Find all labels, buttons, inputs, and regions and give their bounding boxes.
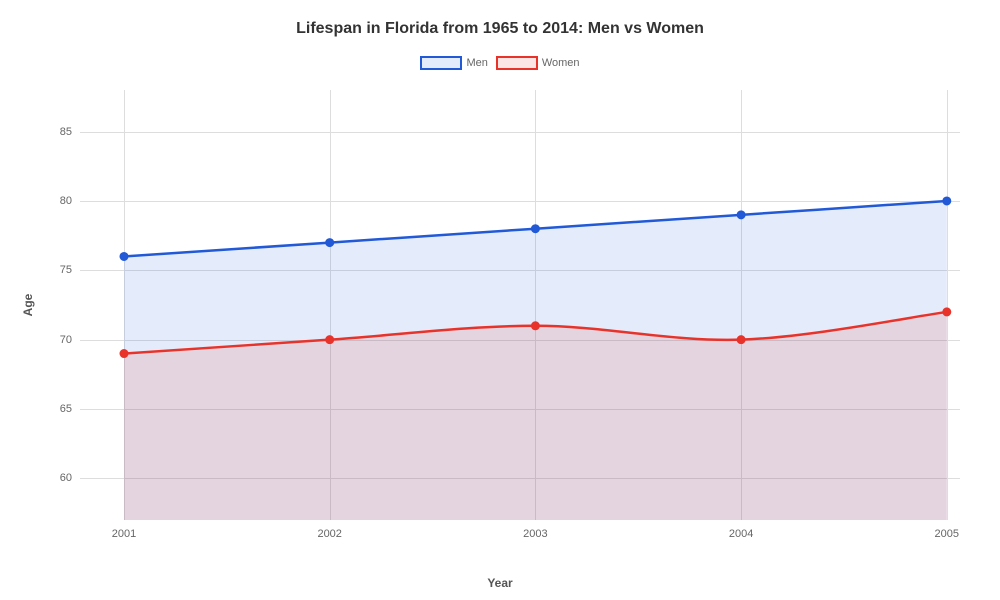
marker xyxy=(120,252,128,260)
ytick-0: 60 xyxy=(60,472,80,484)
marker xyxy=(326,239,334,247)
marker xyxy=(531,322,539,330)
legend-swatch-women xyxy=(496,56,538,70)
y-axis-label: Age xyxy=(21,294,35,317)
ytick-3: 75 xyxy=(60,264,80,276)
marker xyxy=(943,197,951,205)
ytick-5: 85 xyxy=(60,126,80,138)
marker xyxy=(737,211,745,219)
marker xyxy=(326,336,334,344)
xtick-3: 2004 xyxy=(729,520,753,540)
xtick-2: 2003 xyxy=(523,520,547,540)
legend-label-women: Women xyxy=(542,57,580,69)
ytick-4: 80 xyxy=(60,195,80,207)
marker xyxy=(943,308,951,316)
legend-swatch-men xyxy=(420,56,462,70)
x-axis-label: Year xyxy=(487,576,512,590)
legend-item-women: Women xyxy=(496,56,580,70)
xtick-1: 2002 xyxy=(317,520,341,540)
legend: Men Women xyxy=(0,56,1000,70)
xtick-0: 2001 xyxy=(112,520,136,540)
ytick-1: 65 xyxy=(60,403,80,415)
legend-label-men: Men xyxy=(466,57,487,69)
legend-item-men: Men xyxy=(420,56,487,70)
chart-container: Lifespan in Florida from 1965 to 2014: M… xyxy=(0,0,1000,600)
plot-area: 60 65 70 75 80 85 2001 2002 2003 2004 20… xyxy=(80,90,960,520)
marker xyxy=(737,336,745,344)
series-svg xyxy=(80,90,960,520)
marker xyxy=(120,350,128,358)
ytick-2: 70 xyxy=(60,334,80,346)
chart-title: Lifespan in Florida from 1965 to 2014: M… xyxy=(0,0,1000,38)
marker xyxy=(531,225,539,233)
xtick-4: 2005 xyxy=(935,520,959,540)
